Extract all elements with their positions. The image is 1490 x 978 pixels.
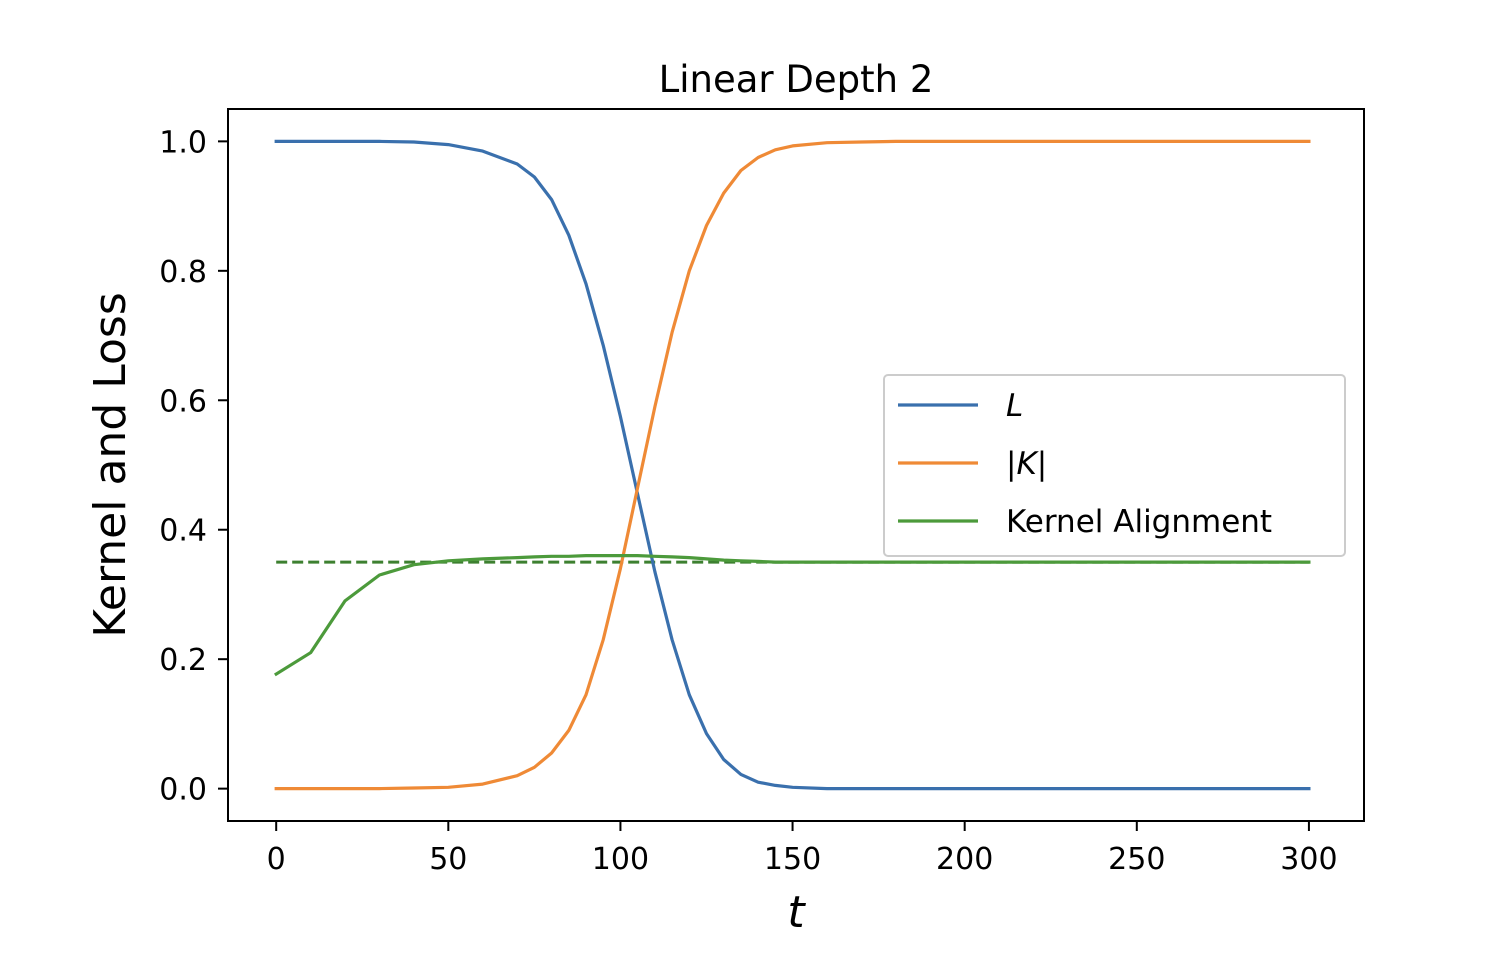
y-tick-label: 1.0: [159, 125, 207, 160]
legend-label-1: L: [1006, 388, 1023, 424]
y-tick-label: 0.8: [159, 255, 207, 290]
legend-label-2: |K|: [1006, 446, 1047, 482]
x-tick-label: 300: [1280, 842, 1337, 877]
x-tick-label: 150: [764, 842, 821, 877]
x-tick-label: 50: [429, 842, 467, 877]
x-tick-label: 250: [1108, 842, 1165, 877]
x-tick-label: 0: [267, 842, 286, 877]
chart-title: Linear Depth 2: [659, 58, 934, 101]
y-tick-label: 0.2: [159, 643, 207, 678]
axes-frame: [227, 108, 1365, 822]
legend: L |K| Kernel Alignment: [883, 374, 1346, 557]
series-layer: [273, 139, 1311, 791]
series-line-2: [274, 139, 1311, 791]
y-tick-label: 0.6: [159, 384, 207, 419]
legend-entries: L |K| Kernel Alignment: [898, 388, 1272, 540]
y-ticks: 0.0 0.2 0.4 0.6 0.8 1.0: [159, 125, 228, 808]
series-line-1: [274, 139, 1311, 791]
y-tick-label: 0.4: [159, 514, 207, 549]
x-axis-label: t: [787, 887, 806, 938]
x-ticks: 0 50 100 150 200 250 300: [267, 821, 1338, 877]
legend-label-3: Kernel Alignment: [1006, 504, 1272, 540]
legend-box: [883, 374, 1346, 557]
y-tick-label: 0.0: [159, 773, 207, 808]
series-line-3: [273, 553, 1311, 677]
y-axis-label: Kernel and Loss: [85, 292, 136, 638]
x-tick-label: 200: [936, 842, 993, 877]
x-tick-label: 100: [592, 842, 649, 877]
